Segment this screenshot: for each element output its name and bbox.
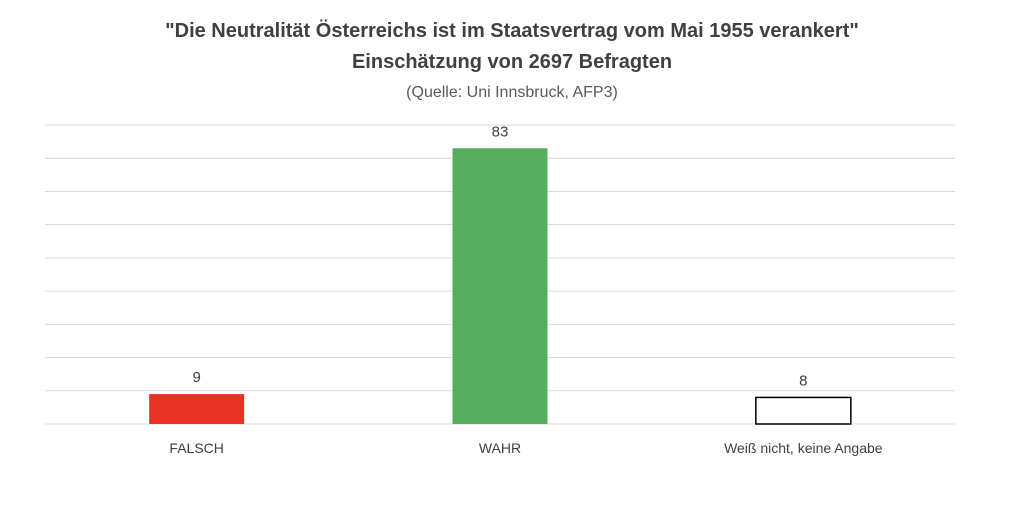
data-label: 8 bbox=[799, 372, 807, 389]
bar bbox=[149, 394, 245, 424]
chart-title: "Die Neutralität Österreichs ist im Staa… bbox=[165, 20, 859, 42]
data-label: 83 bbox=[492, 123, 509, 140]
bar bbox=[755, 396, 852, 425]
data-label: 9 bbox=[192, 369, 200, 386]
chart-subtitle: Einschätzung von 2697 Befragten bbox=[351, 51, 673, 73]
x-tick-label: WAHR bbox=[479, 440, 521, 456]
chart-source: (Quelle: Uni Innsbruck, AFP3) bbox=[406, 84, 618, 101]
x-tick-label: FALSCH bbox=[169, 440, 223, 456]
bar bbox=[452, 148, 548, 424]
x-tick-label: Weiß nicht, keine Angabe bbox=[724, 440, 883, 456]
